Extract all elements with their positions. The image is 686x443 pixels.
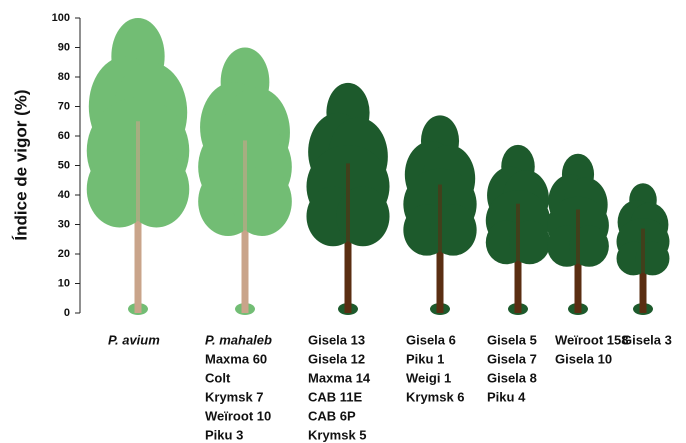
category-label: Colt (205, 370, 231, 385)
y-tick-label: 100 (52, 12, 70, 24)
tree (87, 18, 190, 315)
category-label: CAB 11E (308, 389, 363, 404)
category-label: Weïroot 158 (555, 332, 628, 347)
category-label: Gisela 7 (487, 351, 537, 366)
tree-canopy (509, 221, 550, 265)
y-tick-label: 10 (58, 277, 70, 289)
tree-trunk-upper (641, 229, 645, 274)
tree-trunk-upper (438, 185, 442, 254)
category-label: Maxma 60 (205, 351, 267, 366)
tree-canopy (336, 186, 389, 246)
y-tick-label: 80 (58, 71, 70, 83)
tree-trunk-upper (516, 204, 520, 263)
category-label: Krymsk 6 (406, 389, 465, 404)
category-label: Piku 3 (205, 427, 243, 442)
category-label: Maxma 14 (308, 370, 371, 385)
category-label: P. avium (108, 332, 160, 347)
category-label: Weigi 1 (406, 370, 451, 385)
category-label: Krymsk 7 (205, 389, 264, 404)
tree-canopy (569, 225, 609, 266)
y-tick-label: 50 (58, 159, 70, 171)
category-label: Gisela 6 (406, 332, 456, 347)
category-label: Gisela 12 (308, 351, 365, 366)
tree (403, 115, 476, 315)
category-label: Weïroot 10 (205, 408, 271, 423)
category-label: Krymsk 5 (308, 427, 367, 442)
tree (547, 154, 609, 315)
y-tick-label: 60 (58, 130, 70, 142)
tree-trunk-upper (243, 140, 247, 233)
category-label: Piku 4 (487, 389, 526, 404)
category-label: CAB 6P (308, 408, 356, 423)
category-label: P. mahaleb (205, 332, 272, 347)
category-label: Gisela 5 (487, 332, 537, 347)
tree-trunk-upper (576, 209, 580, 265)
category-label: Piku 1 (406, 351, 444, 366)
category-label: Gisela 3 (622, 332, 672, 347)
y-axis-label: Índice de vigor (%) (11, 89, 30, 240)
tree (306, 83, 389, 315)
y-tick-label: 70 (58, 100, 70, 112)
tree (617, 183, 670, 315)
tree-trunk-upper (346, 163, 350, 244)
category-label: Gisela 8 (487, 370, 537, 385)
tree (198, 48, 292, 316)
tree-canopy (430, 204, 477, 255)
y-tick-label: 20 (58, 248, 70, 260)
y-tick-label: 90 (58, 41, 70, 53)
tree-canopy (124, 151, 190, 228)
category-label: Gisela 13 (308, 332, 365, 347)
y-tick-label: 30 (58, 218, 70, 230)
tree-trunk-upper (136, 121, 140, 224)
category-label: Gisela 10 (555, 351, 612, 366)
y-tick-label: 0 (64, 307, 70, 319)
tree-canopy (636, 242, 670, 276)
y-tick-label: 40 (58, 189, 70, 201)
tree-canopy (232, 167, 292, 236)
tree (486, 145, 550, 315)
chart: Índice de vigor (%) 0 10 20 30 40 50 60 70 80 90 1… (0, 0, 686, 443)
